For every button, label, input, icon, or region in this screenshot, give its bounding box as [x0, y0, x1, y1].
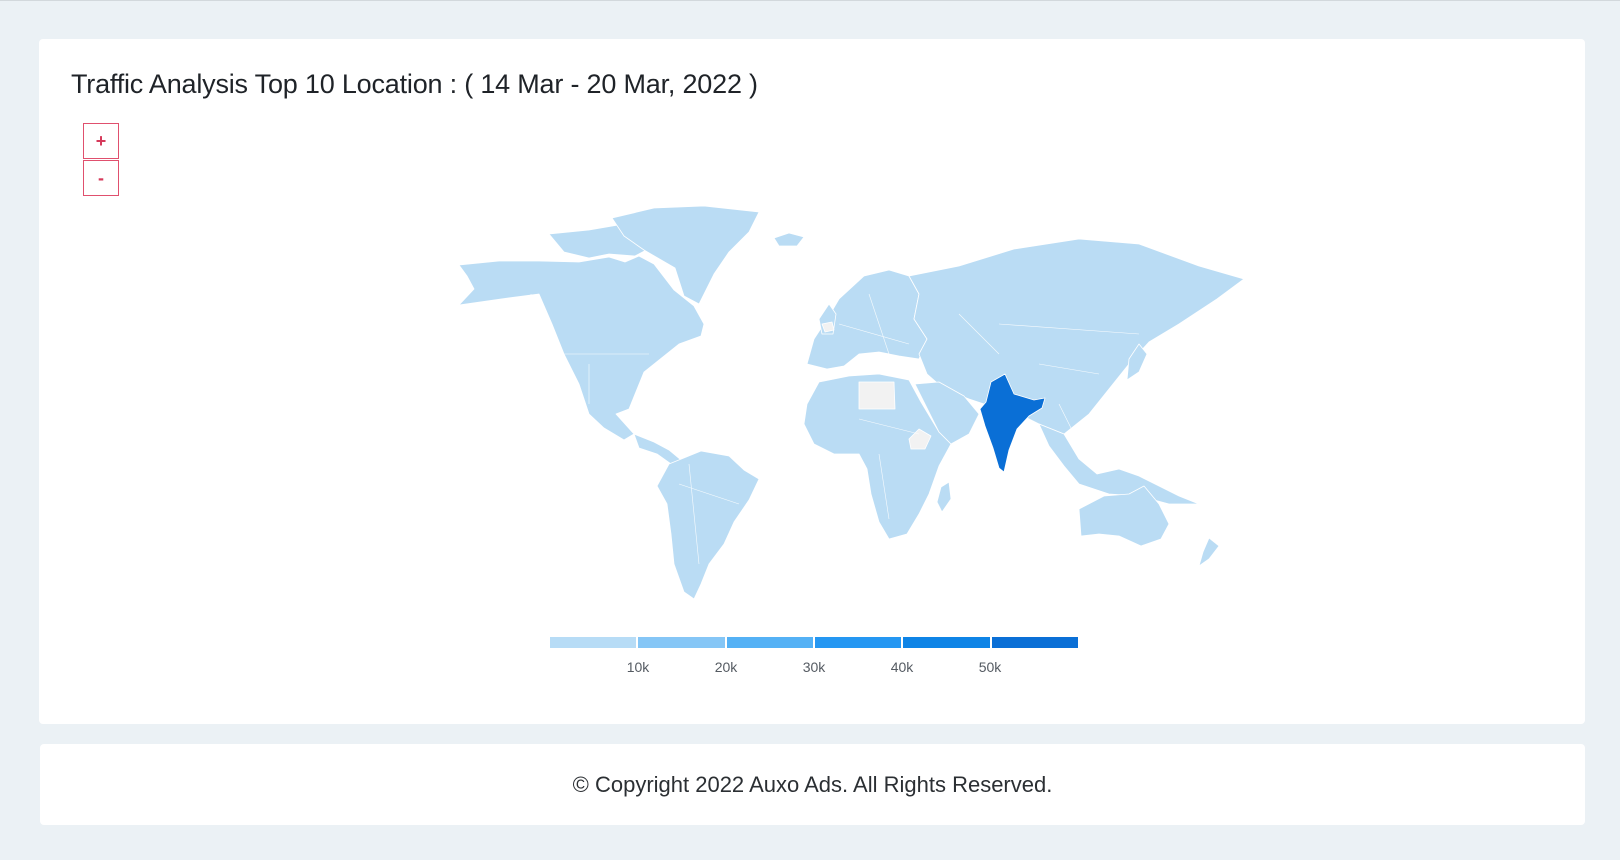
legend-tick-label: 40k	[890, 659, 914, 675]
region-madagascar[interactable]	[936, 481, 952, 513]
world-map[interactable]	[439, 204, 1289, 654]
legend-segment-2	[638, 637, 727, 648]
legend-segment-5	[903, 637, 992, 648]
zoom-in-button[interactable]: +	[83, 123, 119, 159]
legend-tick-label: 30k	[802, 659, 826, 675]
map-color-legend: 10k 20k 30k 40k 50k	[550, 637, 1078, 691]
copyright-text: © Copyright 2022 Auxo Ads. All Rights Re…	[572, 771, 1053, 797]
legend-segment-4	[814, 637, 904, 648]
region-iceland[interactable]	[773, 232, 805, 247]
region-arabia-no-data	[908, 428, 932, 450]
region-middle-east[interactable]	[914, 381, 980, 445]
legend-tick-label: 20k	[714, 659, 738, 675]
region-central-america[interactable]	[633, 433, 682, 465]
region-japan[interactable]	[1126, 343, 1148, 381]
card-title: Traffic Analysis Top 10 Location : ( 14 …	[71, 69, 758, 99]
region-greenland[interactable]	[611, 205, 760, 305]
page-footer: © Copyright 2022 Auxo Ads. All Rights Re…	[40, 744, 1585, 825]
legend-segment-6	[991, 637, 1078, 648]
legend-segment-1	[550, 637, 639, 648]
region-sahara-no-data	[858, 381, 896, 410]
legend-segment-3	[726, 637, 815, 648]
region-south-america[interactable]	[656, 450, 760, 600]
legend-color-scale	[550, 637, 1078, 648]
region-scandinavia-no-data	[821, 321, 835, 333]
traffic-analysis-card: Traffic Analysis Top 10 Location : ( 14 …	[39, 39, 1585, 724]
legend-tick-label: 50k	[978, 659, 1002, 675]
region-southeast-asia[interactable]	[1038, 423, 1200, 505]
region-india[interactable]	[979, 373, 1046, 473]
region-australia[interactable]	[1078, 485, 1170, 547]
region-africa[interactable]	[803, 373, 952, 540]
region-new-zealand[interactable]	[1198, 537, 1220, 567]
legend-tick-label: 10k	[626, 659, 650, 675]
region-north-america[interactable]	[458, 255, 705, 441]
world-map-svg	[458, 205, 1245, 600]
zoom-out-button[interactable]: -	[83, 160, 119, 196]
